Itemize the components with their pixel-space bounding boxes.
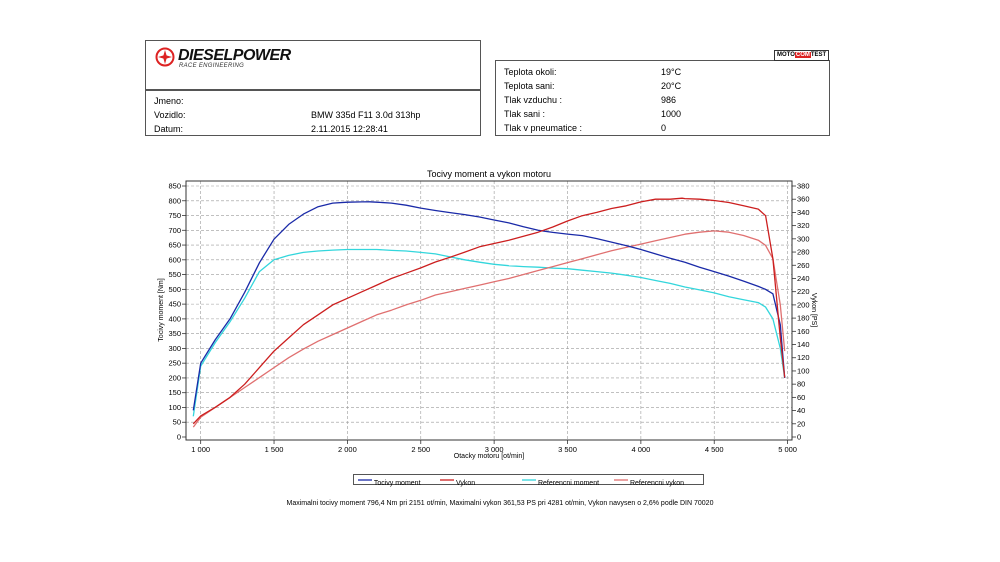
y-tick-label: 550 bbox=[168, 270, 181, 279]
y-tick-label: 400 bbox=[168, 314, 181, 323]
x-tick-label: 1 500 bbox=[265, 445, 284, 454]
x-axis-label: Otacky motoru [ot/min] bbox=[454, 453, 524, 460]
y2-axis-label: Vykon [PS] bbox=[810, 293, 817, 327]
logo-subtext: RACE ENGINEERING bbox=[179, 63, 245, 69]
y2-tick-label: 220 bbox=[797, 287, 810, 296]
x-tick-label: 3 000 bbox=[485, 445, 504, 454]
y2-tick-label: 80 bbox=[797, 380, 805, 389]
vehicle-label: Vozidlo: bbox=[154, 110, 186, 120]
y2-tick-label: 260 bbox=[797, 261, 810, 270]
name-label: Jmeno: bbox=[154, 96, 184, 106]
y-tick-label: 700 bbox=[168, 226, 181, 235]
legend-item: Vykon bbox=[440, 474, 476, 487]
y-tick-label: 650 bbox=[168, 241, 181, 250]
vehicle-value: BMW 335d F11 3.0d 313hp bbox=[311, 110, 421, 120]
series-line-tocivy-moment bbox=[192, 201, 786, 411]
logo-box: DIESELPOWER RACE ENGINEERING bbox=[145, 40, 481, 90]
condition-value: 0 bbox=[661, 123, 667, 133]
y2-tick-label: 360 bbox=[797, 195, 810, 204]
series-line-referencni-moment bbox=[192, 248, 786, 417]
y-axis-label: Tocivy moment [Nm] bbox=[158, 278, 165, 341]
y2-tick-label: 120 bbox=[797, 353, 810, 362]
y-tick-label: 150 bbox=[168, 388, 181, 397]
vehicle-info-box: Jmeno: Vozidlo: BMW 335d F11 3.0d 313hp … bbox=[145, 90, 481, 136]
axes: 1 000 1 500 2 000 2 500 3 000 3 500 4 000 4 500… bbox=[168, 182, 809, 455]
legend-swatch bbox=[614, 479, 628, 481]
legend-label: Referencni vykon bbox=[629, 480, 685, 487]
legend-swatch bbox=[440, 479, 454, 481]
x-tick-label: 3 500 bbox=[558, 445, 577, 454]
x-tick-label: 5 000 bbox=[778, 445, 797, 454]
legend-item: Tocivy moment bbox=[358, 474, 421, 487]
y-tick-label: 350 bbox=[168, 329, 181, 338]
plot-frame bbox=[185, 180, 793, 441]
y2-tick-label: 240 bbox=[797, 274, 810, 283]
y-tick-label: 0 bbox=[177, 433, 181, 442]
x-tick-label: 4 000 bbox=[631, 445, 650, 454]
turbo-logo-icon bbox=[155, 47, 175, 67]
brand-badge: MOTOCOMTEST bbox=[774, 50, 830, 61]
y-tick-label: 800 bbox=[168, 196, 181, 205]
date-value: 2.11.2015 12:28:41 bbox=[311, 124, 388, 134]
legend-label: Tocivy moment bbox=[373, 480, 421, 487]
legend-swatch bbox=[522, 479, 536, 481]
y-tick-label: 450 bbox=[168, 300, 181, 309]
logo-text: DIESELPOWER bbox=[178, 47, 291, 64]
y-tick-label: 100 bbox=[168, 403, 181, 412]
condition-value: 19°C bbox=[661, 67, 682, 77]
badge-mid-text: COM bbox=[794, 52, 811, 58]
condition-value: 20°C bbox=[661, 81, 682, 91]
series-line-referencni-vykon bbox=[192, 230, 786, 428]
y-tick-label: 600 bbox=[168, 255, 181, 264]
condition-label: Teplota okoli: bbox=[504, 67, 557, 77]
conditions-box: Teplota okoli: 19°C Teplota sani: 20°C T… bbox=[495, 60, 830, 136]
legend-item: Referencni vykon bbox=[614, 474, 685, 487]
y2-tick-label: 380 bbox=[797, 182, 810, 191]
badge-left-text: MOTO bbox=[777, 52, 795, 58]
series-line-vykon bbox=[192, 197, 786, 425]
condition-label: Tlak v pneumatice : bbox=[504, 123, 583, 133]
condition-label: Teplota sani: bbox=[504, 81, 555, 91]
y-tick-label: 250 bbox=[168, 359, 181, 368]
y2-tick-label: 280 bbox=[797, 248, 810, 257]
y2-tick-label: 60 bbox=[797, 393, 805, 402]
legend-label: Referencni moment bbox=[537, 480, 600, 487]
y2-tick-label: 180 bbox=[797, 314, 810, 323]
y2-tick-label: 200 bbox=[797, 300, 810, 309]
x-tick-label: 4 500 bbox=[705, 445, 724, 454]
condition-label: Tlak sani : bbox=[504, 109, 546, 119]
y-tick-label: 750 bbox=[168, 211, 181, 220]
y2-tick-label: 340 bbox=[797, 208, 810, 217]
date-label: Datum: bbox=[154, 124, 184, 134]
badge-right-text: TEST bbox=[810, 52, 827, 58]
condition-value: 1000 bbox=[661, 109, 682, 119]
x-tick-label: 1 000 bbox=[191, 445, 210, 454]
legend bbox=[353, 474, 704, 485]
condition-label: Tlak vzduchu : bbox=[504, 95, 563, 105]
x-tick-label: 2 000 bbox=[338, 445, 357, 454]
y2-tick-label: 300 bbox=[797, 234, 810, 243]
y2-tick-label: 160 bbox=[797, 327, 810, 336]
y2-tick-label: 140 bbox=[797, 340, 810, 349]
chart-title: Tocivy moment a vykon motoru bbox=[427, 169, 551, 179]
legend-item: Referencni moment bbox=[522, 474, 600, 487]
y-tick-label: 300 bbox=[168, 344, 181, 353]
y2-tick-label: 20 bbox=[797, 419, 805, 428]
grid bbox=[186, 181, 792, 440]
y-tick-label: 200 bbox=[168, 373, 181, 382]
footer-summary: Maximalni tocivy moment 796,4 Nm pri 215… bbox=[286, 500, 714, 507]
x-tick-label: 2 500 bbox=[411, 445, 430, 454]
legend-label: Vykon bbox=[455, 480, 476, 487]
y-tick-label: 50 bbox=[173, 418, 181, 427]
y2-tick-label: 0 bbox=[797, 433, 801, 442]
y-tick-label: 850 bbox=[168, 182, 181, 191]
y-tick-label: 500 bbox=[168, 285, 181, 294]
y2-tick-label: 100 bbox=[797, 366, 810, 375]
legend-swatch bbox=[358, 479, 372, 481]
y2-tick-label: 40 bbox=[797, 406, 805, 415]
series-group bbox=[192, 197, 786, 428]
condition-value: 986 bbox=[661, 95, 677, 105]
y2-tick-label: 320 bbox=[797, 221, 810, 230]
